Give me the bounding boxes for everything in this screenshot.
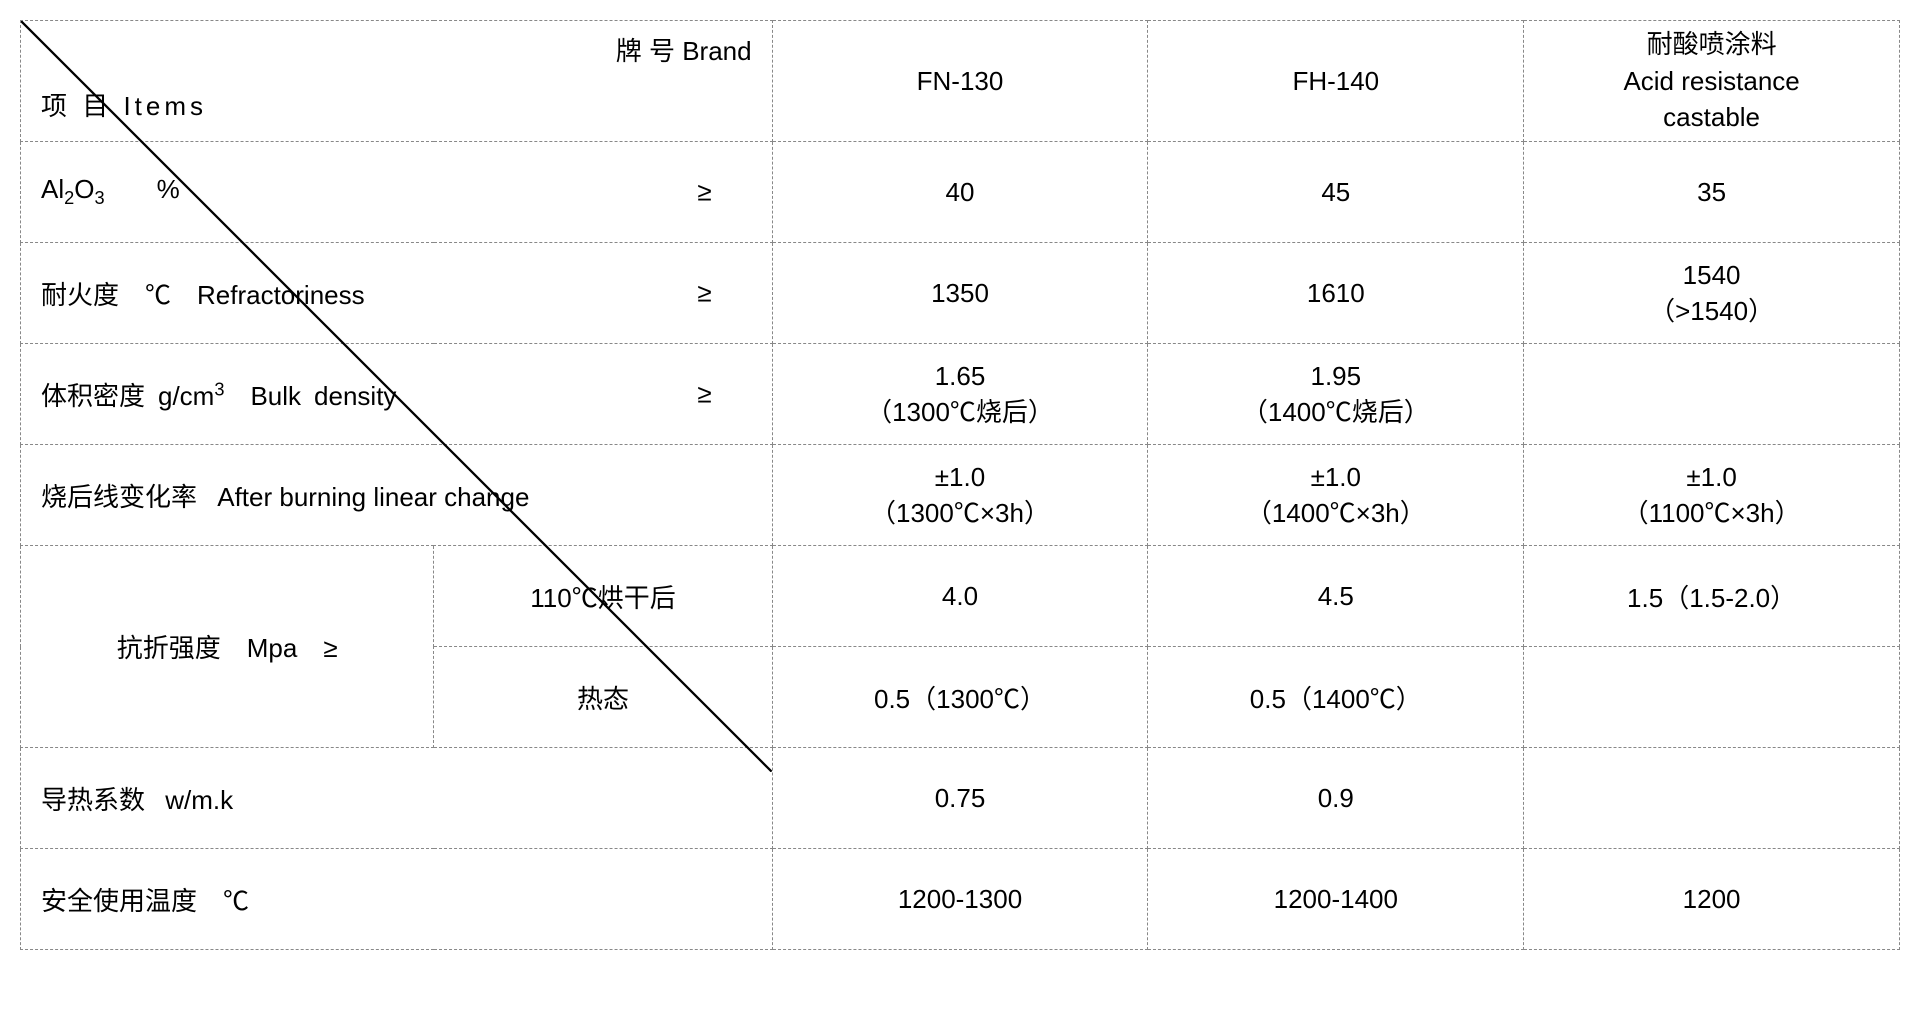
table-row: 烧后线变化率 After burning linear change ±1.0（… bbox=[21, 445, 1900, 546]
ge-symbol: ≥ bbox=[697, 278, 711, 309]
cell: 1200-1300 bbox=[772, 849, 1148, 950]
brand-col-0: FN-130 bbox=[772, 21, 1148, 142]
row-label-text: 导热系数 w/m.k bbox=[41, 785, 233, 815]
table-row: 导热系数 w/m.k 0.75 0.9 bbox=[21, 748, 1900, 849]
brand-col-2: 耐酸喷涂料Acid resistancecastable bbox=[1524, 21, 1900, 142]
cell: ±1.0（1300℃×3h） bbox=[772, 445, 1148, 546]
cell: 45 bbox=[1148, 142, 1524, 243]
flex-sub-label: 热态 bbox=[434, 647, 772, 748]
row-label: 安全使用温度 ℃ bbox=[21, 849, 773, 950]
header-items-brand-cell: 牌 号 Brand 项 目 Items bbox=[21, 21, 773, 142]
row-label-text: 体积密度 g/cm3 Bulk density bbox=[41, 381, 396, 411]
ge-symbol: ≥ bbox=[697, 177, 711, 208]
cell: ±1.0（1100℃×3h） bbox=[1524, 445, 1900, 546]
ge-symbol: ≥ bbox=[697, 379, 711, 410]
cell bbox=[1524, 647, 1900, 748]
cell: 1.5（1.5-2.0） bbox=[1524, 546, 1900, 647]
row-label: Al2O3 % ≥ bbox=[21, 142, 773, 243]
cell: 0.75 bbox=[772, 748, 1148, 849]
cell: 40 bbox=[772, 142, 1148, 243]
table-header-row: 牌 号 Brand 项 目 Items FN-130 FH-140 耐酸喷涂料A… bbox=[21, 21, 1900, 142]
cell: 0.5（1400℃） bbox=[1148, 647, 1524, 748]
row-label: 耐火度 ℃ Refractoriness ≥ bbox=[21, 243, 773, 344]
table-row: 耐火度 ℃ Refractoriness ≥ 1350 1610 1540（>1… bbox=[21, 243, 1900, 344]
cell: 1200-1400 bbox=[1148, 849, 1524, 950]
table-row: Al2O3 % ≥ 40 45 35 bbox=[21, 142, 1900, 243]
table-row: 安全使用温度 ℃ 1200-1300 1200-1400 1200 bbox=[21, 849, 1900, 950]
cell bbox=[1524, 344, 1900, 445]
cell: 1200 bbox=[1524, 849, 1900, 950]
items-label: 项 目 Items bbox=[41, 86, 207, 123]
cell: 0.9 bbox=[1148, 748, 1524, 849]
table-row: 体积密度 g/cm3 Bulk density ≥ 1.65（1300℃烧后） … bbox=[21, 344, 1900, 445]
cell: 35 bbox=[1524, 142, 1900, 243]
cell: 1350 bbox=[772, 243, 1148, 344]
cell: 4.0 bbox=[772, 546, 1148, 647]
brand-col-1: FH-140 bbox=[1148, 21, 1524, 142]
row-label: 导热系数 w/m.k bbox=[21, 748, 773, 849]
row-label: 烧后线变化率 After burning linear change bbox=[21, 445, 773, 546]
flex-group-text: 抗折强度 Mpa ≥ bbox=[117, 633, 338, 663]
row-label-text: 耐火度 ℃ Refractoriness bbox=[41, 280, 365, 310]
cell: 1540（>1540） bbox=[1524, 243, 1900, 344]
flex-group-label: 抗折强度 Mpa ≥ bbox=[21, 546, 434, 748]
row-label-text: Al2O3 % bbox=[41, 174, 180, 204]
brand-label: 牌 号 Brand bbox=[616, 31, 752, 68]
cell: 1.65（1300℃烧后） bbox=[772, 344, 1148, 445]
cell bbox=[1524, 748, 1900, 849]
cell: 1.95（1400℃烧后） bbox=[1148, 344, 1524, 445]
cell: ±1.0（1400℃×3h） bbox=[1148, 445, 1524, 546]
cell: 1610 bbox=[1148, 243, 1524, 344]
row-label-text: 烧后线变化率 After burning linear change bbox=[41, 482, 529, 512]
flex-sub-label: 110℃烘干后 bbox=[434, 546, 772, 647]
cell: 0.5（1300℃） bbox=[772, 647, 1148, 748]
cell: 4.5 bbox=[1148, 546, 1524, 647]
row-label: 体积密度 g/cm3 Bulk density ≥ bbox=[21, 344, 773, 445]
spec-table: 牌 号 Brand 项 目 Items FN-130 FH-140 耐酸喷涂料A… bbox=[20, 20, 1900, 950]
table-row: 抗折强度 Mpa ≥ 110℃烘干后 4.0 4.5 1.5（1.5-2.0） bbox=[21, 546, 1900, 647]
row-label-text: 安全使用温度 ℃ bbox=[41, 886, 249, 916]
